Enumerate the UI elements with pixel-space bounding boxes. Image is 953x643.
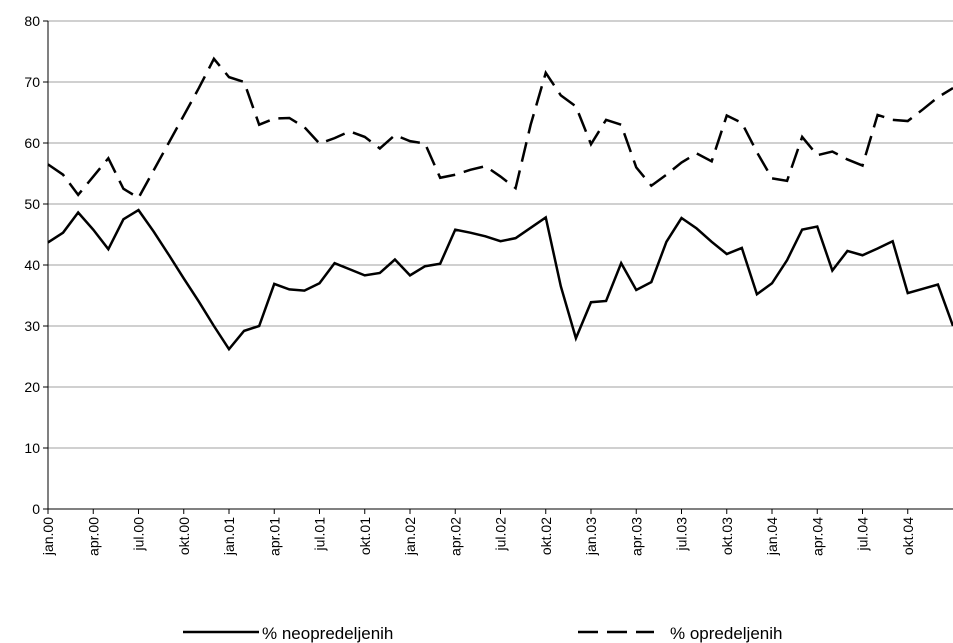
x-tick-label: jan.04 [764, 517, 780, 556]
y-tick-label: 0 [32, 501, 40, 517]
x-tick-label: okt.02 [538, 517, 554, 555]
y-tick-label: 80 [24, 13, 40, 29]
x-tick-label: apr.03 [628, 517, 644, 556]
y-tick-label: 50 [24, 196, 40, 212]
x-tick-label: jan.01 [221, 517, 237, 556]
x-tick-label: jul.04 [855, 517, 871, 552]
x-tick-label: apr.00 [85, 517, 101, 556]
x-tick-label: apr.04 [809, 517, 825, 556]
legend-label: % neopredeljenih [262, 624, 393, 643]
y-tick-label: 30 [24, 318, 40, 334]
x-tick-label: apr.01 [266, 517, 282, 556]
x-tick-label: jul.03 [674, 517, 690, 552]
series-line [47, 56, 953, 200]
legend-label: % opredeljenih [670, 624, 782, 643]
x-tick-label: jan.02 [402, 517, 418, 556]
x-tick-label: jul.02 [493, 517, 509, 552]
x-tick-label: jul.00 [131, 517, 147, 552]
x-tick-label: jul.01 [312, 517, 328, 552]
y-tick-label: 20 [24, 379, 40, 395]
y-tick-label: 70 [24, 74, 40, 90]
x-tick-label: okt.01 [357, 517, 373, 555]
x-tick-label: apr.02 [447, 517, 463, 556]
y-tick-label: 60 [24, 135, 40, 151]
y-tick-label: 40 [24, 257, 40, 273]
x-tick-label: jan.00 [40, 517, 56, 556]
y-tick-label: 10 [24, 440, 40, 456]
x-tick-label: okt.04 [900, 517, 916, 555]
x-tick-label: okt.00 [176, 517, 192, 555]
series-line [47, 208, 953, 352]
x-tick-label: okt.03 [719, 517, 735, 555]
x-tick-label: jan.03 [583, 517, 599, 556]
